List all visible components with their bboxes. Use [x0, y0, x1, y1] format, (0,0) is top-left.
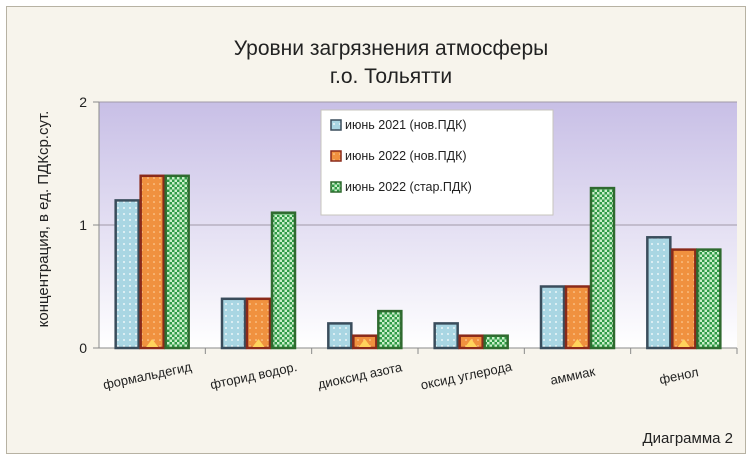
chart-frame: 0 1 2 формальдегид фторид водор. диоксид азо… — [6, 6, 746, 454]
bar-2-6 — [671, 248, 697, 350]
chart-title-line-2: г.о. Тольятти — [330, 65, 452, 88]
bar-1-4 — [433, 322, 459, 350]
bar-chart: 0 1 2 формальдегид фторид водор. диоксид азо… — [35, 37, 738, 447]
x-category-label: аммиак — [549, 363, 597, 387]
bar-highlight — [252, 339, 265, 347]
bar-2-1 — [139, 174, 165, 350]
x-category-label: оксид углерода — [419, 358, 514, 392]
bar-3-2 — [270, 211, 297, 350]
bar-3-5 — [589, 186, 616, 350]
legend-label-3: июнь 2022 (стар.ПДК) — [345, 180, 472, 194]
legend: июнь 2021 (нов.ПДК) июнь 2022 (нов.ПДК) ию… — [320, 109, 554, 216]
y-ticks: 0 1 2 — [79, 94, 87, 356]
y-tick-label: 2 — [79, 94, 87, 110]
bar-1-6 — [646, 236, 672, 350]
bar-3-4 — [483, 334, 509, 350]
x-category-label: фенол — [658, 364, 700, 387]
bar-2-5 — [564, 285, 591, 350]
legend-swatch-2 — [330, 150, 342, 162]
bar-highlight — [677, 339, 690, 347]
legend-swatch-3 — [330, 181, 342, 193]
chart-title-line-1: Уровни загрязнения атмосферы — [234, 37, 548, 60]
bar-3-6 — [696, 248, 722, 350]
y-tick-label: 0 — [79, 340, 87, 356]
bar-1-5 — [539, 285, 566, 350]
legend-label-1: июнь 2021 (нов.ПДК) — [345, 118, 467, 132]
diagram-caption: Диаграмма 2 — [642, 430, 733, 447]
x-categories: формальдегид фторид водор. диоксид азота ок… — [102, 358, 700, 392]
bar-highlight — [571, 339, 584, 347]
bar-1-3 — [327, 322, 353, 350]
x-category-label: формальдегид — [102, 359, 194, 392]
bar-highlight — [146, 339, 159, 347]
y-tick-label: 1 — [79, 217, 87, 233]
bar-highlight — [358, 339, 371, 347]
y-axis-label: концентрация, в ед. ПДКср.сут. — [35, 111, 52, 328]
legend-label-2: июнь 2022 (нов.ПДК) — [345, 149, 467, 163]
legend-swatch-1 — [330, 119, 342, 131]
bar-highlight — [465, 339, 478, 347]
gridlines — [93, 101, 738, 354]
bars — [114, 174, 722, 350]
x-category-label: диоксид азота — [316, 359, 404, 392]
bar-1-2 — [220, 297, 247, 350]
bar-2-2 — [245, 297, 272, 350]
bar-3-3 — [377, 309, 403, 350]
bar-3-1 — [164, 174, 190, 350]
x-category-label: фторид водор. — [209, 359, 299, 392]
bar-1-1 — [114, 199, 140, 350]
